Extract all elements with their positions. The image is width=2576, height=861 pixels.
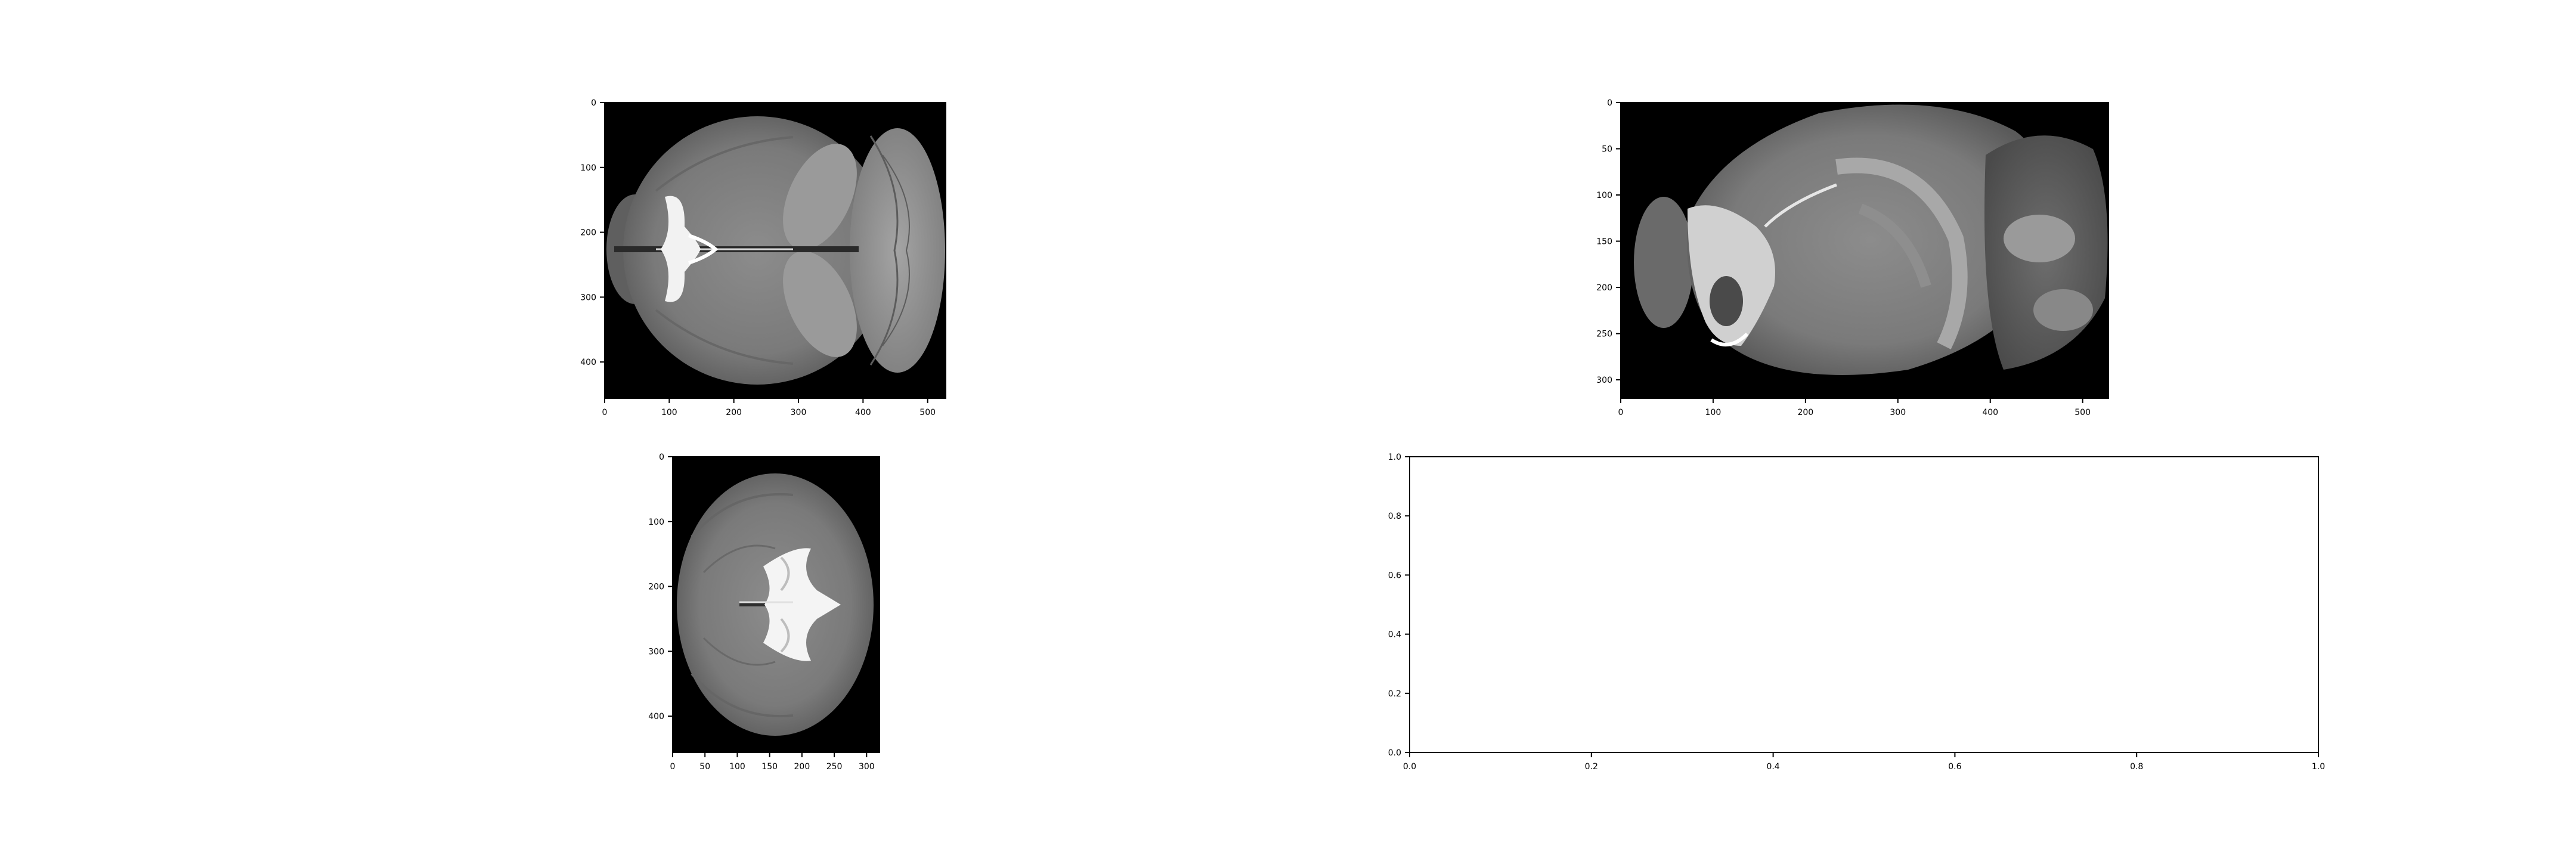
coronal-ytick-label: 0 — [659, 453, 664, 462]
empty-axes-frame — [1410, 457, 2318, 752]
empty-xtick-label: 0.0 — [1403, 762, 1416, 772]
sagittal-ytick-label: 50 — [1602, 145, 1612, 154]
empty-ytick-label: 0.8 — [1388, 512, 1401, 521]
axial-xtick-label: 300 — [791, 408, 807, 417]
axes-empty: 0.0 0.2 0.4 0.6 0.8 1.0 0.0 0.2 0.4 0.6 0.8 1.0 — [1388, 453, 2325, 772]
sagittal-xtick-label: 400 — [1982, 408, 1998, 417]
empty-xtick-label: 0.2 — [1585, 762, 1598, 772]
empty-ytick-label: 1.0 — [1388, 453, 1401, 462]
axial-xtick-label: 500 — [919, 408, 936, 417]
sagittal-ytick-label: 200 — [1596, 283, 1612, 293]
sagittal-xtick-label: 100 — [1705, 408, 1722, 417]
sagittal-xtick-label: 300 — [1890, 408, 1906, 417]
coronal-ytick-label: 300 — [648, 647, 664, 656]
axial-ytick-label: 400 — [580, 358, 596, 367]
axes-coronal: 0 50 100 150 200 250 300 0 100 200 300 400 — [648, 453, 880, 772]
axes-sagittal: 0 100 200 300 400 500 0 50 100 150 200 250 300 — [1596, 98, 2109, 417]
sagittal-ytick-label: 150 — [1596, 237, 1612, 247]
coronal-ytick-label: 200 — [648, 583, 664, 592]
axial-ytick-label: 200 — [580, 228, 596, 238]
coronal-xtick-label: 100 — [729, 762, 745, 772]
coronal-xtick-label: 0 — [670, 762, 676, 772]
coronal-brain-image — [677, 473, 874, 736]
axial-xtick-label: 200 — [726, 408, 742, 417]
empty-ytick-label: 0.6 — [1388, 571, 1401, 580]
coronal-ytick-label: 400 — [648, 712, 664, 721]
empty-xtick-label: 0.4 — [1766, 762, 1779, 772]
axial-xtick-label: 400 — [855, 408, 871, 417]
sagittal-xtick-label: 200 — [1797, 408, 1813, 417]
axial-ytick-label: 300 — [580, 293, 596, 302]
axial-xtick-label: 100 — [661, 408, 677, 417]
coronal-xtick-label: 150 — [761, 762, 778, 772]
coronal-xtick-label: 200 — [794, 762, 810, 772]
sagittal-xtick-label: 500 — [2075, 408, 2091, 417]
axial-xtick-label: 0 — [602, 408, 608, 417]
coronal-xtick-label: 250 — [826, 762, 843, 772]
sagittal-ytick-label: 250 — [1596, 330, 1612, 339]
empty-ytick-label: 0.0 — [1388, 748, 1401, 758]
coronal-xtick-label: 50 — [699, 762, 710, 772]
sagittal-ytick-label: 0 — [1607, 98, 1612, 108]
empty-xtick-label: 1.0 — [2312, 762, 2325, 772]
axes-axial: 0 100 200 300 400 500 0 100 200 300 400 — [580, 98, 946, 417]
empty-xtick-label: 0.6 — [1948, 762, 1961, 772]
coronal-ytick-label: 100 — [648, 518, 664, 527]
empty-ytick-label: 0.2 — [1388, 689, 1401, 699]
empty-xtick-label: 0.8 — [2130, 762, 2143, 772]
axial-ytick-label: 100 — [580, 163, 596, 173]
sagittal-ytick-label: 100 — [1596, 191, 1612, 200]
sagittal-xtick-label: 0 — [1618, 408, 1624, 417]
sagittal-ytick-label: 300 — [1596, 376, 1612, 385]
axial-ytick-label: 0 — [591, 98, 596, 108]
empty-ytick-label: 0.4 — [1388, 630, 1401, 640]
coronal-xtick-label: 300 — [859, 762, 875, 772]
